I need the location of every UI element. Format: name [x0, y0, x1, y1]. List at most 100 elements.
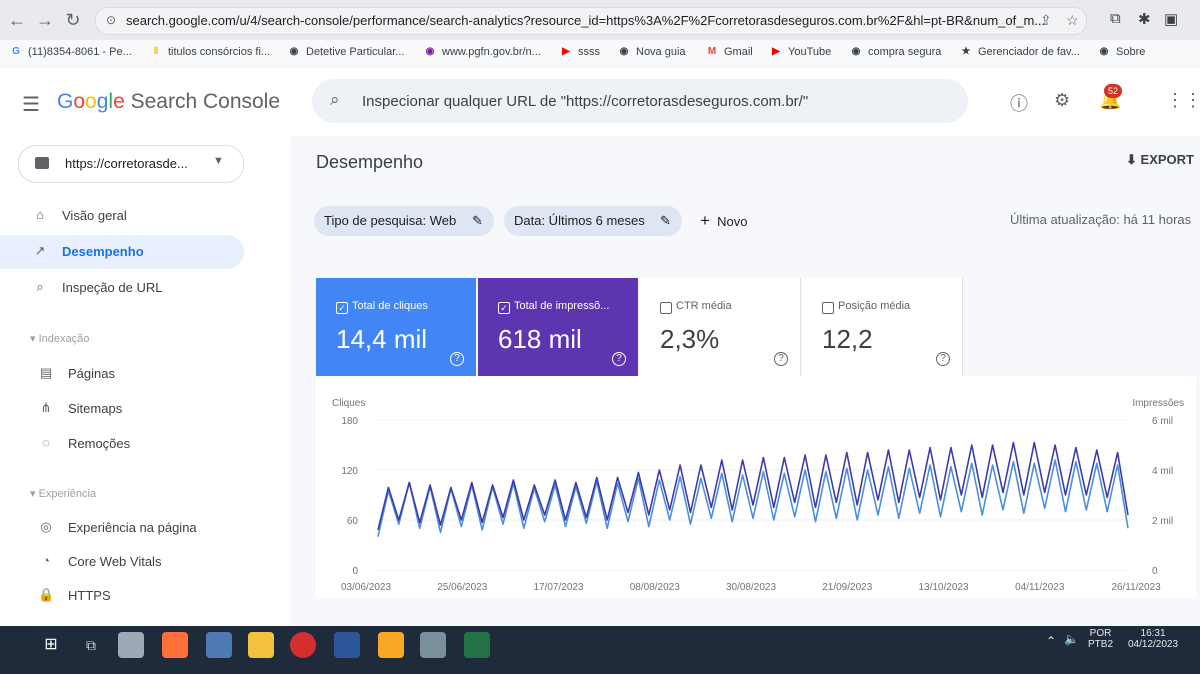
section-experience[interactable]: ▾ Experiência [30, 487, 96, 500]
checkbox-icon[interactable]: ✓ [498, 302, 510, 314]
x-tick-label: 25/06/2023 [437, 582, 487, 593]
search-console-logo[interactable]: Google Search Console [57, 90, 281, 113]
bookmark-item[interactable]: ▶ YouTube [770, 46, 831, 58]
sidebar-item-https[interactable]: 🔒 HTTPS [0, 579, 244, 613]
sidebar [0, 136, 290, 626]
search-app-icon[interactable] [378, 632, 404, 658]
share-icon[interactable]: ⇪ [1040, 12, 1052, 28]
bookmark-item[interactable]: M Gmail [706, 46, 753, 58]
sidebar-item-páginas[interactable]: ▤ Páginas [0, 357, 244, 391]
sidebar-item-core-web-vitals[interactable]: ◔ Core Web Vitals [0, 545, 244, 579]
back-icon[interactable]: ← [8, 10, 26, 30]
chrome-icon[interactable] [206, 632, 232, 658]
site-info-icon[interactable]: ⊙ [106, 13, 117, 27]
windows-start-icon[interactable]: ⊞ [44, 636, 58, 653]
forward-icon[interactable]: → [36, 10, 54, 30]
help-icon[interactable]: ? [612, 352, 626, 366]
excel-icon[interactable] [464, 632, 490, 658]
system-clock[interactable]: 16:31 04/12/2023 [1128, 628, 1178, 650]
volume-icon[interactable]: 🔈 [1064, 632, 1079, 646]
metric-card[interactable]: Posição média 12,2? [802, 278, 963, 376]
opera-icon[interactable] [290, 632, 316, 658]
clock-date: 04/12/2023 [1128, 639, 1179, 650]
search-icon: ⌕ [330, 90, 340, 109]
metric-label: Posição média [838, 300, 911, 312]
checkbox-icon[interactable] [660, 302, 672, 314]
bookmark-item[interactable]: ‖ titulos consórcios fi... [150, 46, 271, 58]
puzzle-icon[interactable]: ✱ [1138, 11, 1151, 28]
x-tick-label: 03/06/2023 [341, 582, 391, 593]
metric-card[interactable]: CTR média 2,3%? [640, 278, 801, 376]
x-tick-label: 08/08/2023 [630, 582, 680, 593]
youtube-icon: ▶ [772, 46, 780, 57]
google-icon: G [12, 46, 20, 57]
date-filter[interactable]: Data: Últimos 6 meses ✎ [504, 206, 682, 236]
windows-taskbar [0, 626, 1200, 674]
edit-icon: ✎ [660, 213, 671, 228]
youtube-icon: ▶ [562, 46, 570, 57]
address-bar[interactable]: ⊙ search.google.com/u/4/search-console/p… [95, 7, 1087, 35]
sidebar-item-label: Páginas [68, 366, 115, 381]
bookmark-item[interactable]: ★ Gerenciador de fav... [960, 46, 1080, 58]
property-selector[interactable]: https://corretorasde... ▼ [18, 145, 244, 183]
menu-icon[interactable]: ▣ [1164, 11, 1179, 28]
export-button[interactable]: ⬇ EXPORT [1126, 152, 1194, 168]
new-filter-label: Novo [717, 214, 748, 229]
help-icon[interactable]: ? [450, 352, 464, 366]
date-filter-label: Data: Últimos 6 meses [514, 213, 645, 228]
url-inspection-search[interactable]: ⌕ Inspecionar qualquer URL de "https://c… [312, 79, 968, 123]
bookmark-item[interactable]: ◉ compra segura [850, 46, 942, 58]
bookmark-label: Gerenciador de fav... [978, 46, 1080, 58]
tray-chevron-up-icon[interactable]: ⌃ [1046, 634, 1057, 648]
trending-up-icon: ↗ [34, 243, 46, 258]
section-indexing[interactable]: ▾ Indexação [30, 332, 89, 345]
sidebar-item-remoções[interactable]: ◌ Remoções [0, 427, 244, 461]
sidebar-item-experiência-na-página[interactable]: ◎ Experiência na página [0, 511, 244, 545]
help-icon[interactable]: ? [774, 352, 788, 366]
hamburger-menu-icon[interactable]: ☰ [22, 94, 40, 116]
bookmark-item[interactable]: ◉ Detetive Particular... [288, 46, 405, 58]
bookmark-item[interactable]: ◉ Sobre [1098, 46, 1146, 58]
sidebar-item-label: Desempenho [62, 244, 144, 259]
sidebar-item-sitemaps[interactable]: ⋔ Sitemaps [0, 392, 244, 426]
bookmark-item[interactable]: ▶ ssss [560, 46, 600, 58]
metric-card[interactable]: ✓ Total de impressõ... 618 mil? [478, 278, 638, 376]
bookmark-label: ssss [578, 46, 600, 58]
sidebar-item-visão-geral[interactable]: ⌂ Visão geral [0, 199, 244, 233]
word-icon[interactable] [334, 632, 360, 658]
apps-grid-icon[interactable]: ⋮⋮ [1166, 90, 1200, 110]
search-type-filter[interactable]: Tipo de pesquisa: Web ✎ [314, 206, 494, 236]
bookmark-label: Detetive Particular... [306, 46, 405, 58]
extension-icon[interactable]: ⧉ [1110, 10, 1121, 27]
language-indicator[interactable]: POR PTB2 [1088, 628, 1113, 650]
new-filter-button[interactable]: + Novo [700, 211, 748, 231]
bookmark-label: Nova guia [636, 46, 686, 58]
checkbox-icon[interactable]: ✓ [336, 302, 348, 314]
bookmark-item[interactable]: ◉ Nova guia [618, 46, 686, 58]
help-icon[interactable]: ? [936, 352, 950, 366]
metric-card[interactable]: ✓ Total de cliques 14,4 mil? [316, 278, 476, 376]
app-icon[interactable] [420, 632, 446, 658]
task-view-icon[interactable]: ⧉ [86, 637, 96, 653]
sidebar-item-inspeção-de-url[interactable]: ⌕ Inspeção de URL [0, 271, 244, 305]
y-axis-left-label: Cliques [332, 398, 365, 409]
sidebar-item-desempenho[interactable]: ↗ Desempenho [0, 235, 244, 269]
bookmark-item[interactable]: G (11)8354-8061 - Pe... [10, 46, 132, 58]
property-icon [35, 157, 49, 169]
checkbox-icon[interactable] [822, 302, 834, 314]
sidebar-item-label: Remoções [68, 436, 131, 451]
removals-icon: ◌ [42, 435, 50, 450]
sidebar-item-label: HTTPS [68, 588, 111, 603]
address-bar-url: search.google.com/u/4/search-console/per… [126, 13, 1046, 28]
app-icon[interactable] [118, 632, 144, 658]
firefox-icon[interactable] [162, 632, 188, 658]
file-explorer-icon[interactable] [248, 632, 274, 658]
reload-icon[interactable]: ↻ [65, 10, 81, 30]
x-tick-label: 17/07/2023 [533, 582, 583, 593]
bookmark-item[interactable]: ◉ www.pgfn.gov.br/n... [424, 46, 541, 58]
user-settings-icon[interactable]: ⚙ [1054, 90, 1071, 110]
section-label: Indexação [38, 333, 90, 345]
bookmark-label: YouTube [788, 46, 832, 58]
bookmark-star-icon[interactable]: ☆ [1066, 12, 1079, 28]
help-icon[interactable]: ⓘ [1010, 94, 1028, 114]
